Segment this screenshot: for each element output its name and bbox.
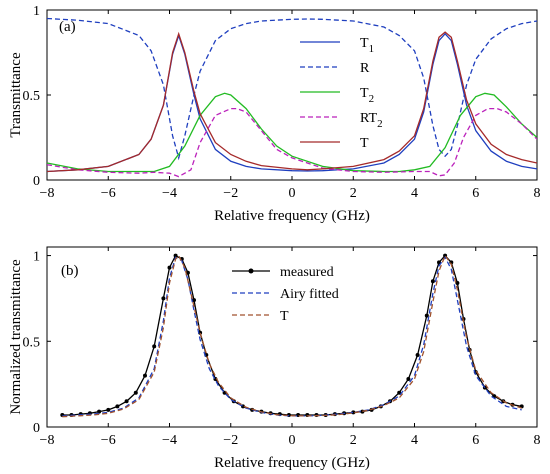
panel-b-y-tick-label: 0.5 — [23, 335, 41, 350]
panel-b-legend-label-measured: measured — [280, 265, 334, 280]
panel-b-y-ticks: 00.51 — [23, 250, 537, 436]
panel-a-series — [47, 17, 537, 178]
panel-b-measured-point — [115, 404, 120, 409]
panel-a-x-tick-label: −6 — [101, 186, 116, 201]
panel-b-measured-point — [133, 390, 138, 395]
panel-a-series-t1-line — [47, 32, 537, 173]
panel-b-measured-point — [415, 353, 420, 357]
panel-b-x-tick-label: −4 — [162, 433, 177, 448]
panel-a-y-tick-label: 0.5 — [23, 89, 41, 104]
panel-b-series-airy-fitted-line — [62, 256, 522, 417]
panel-a-legend-label-t2: T2 — [360, 86, 374, 105]
panel-a-y-tick-label: 0 — [33, 174, 40, 189]
panel-b-measured-point — [97, 409, 102, 414]
panel-a-x-tick-label: 0 — [289, 186, 296, 201]
panel-a-x-tick-label: −2 — [223, 186, 238, 201]
panel-a-y-axis-label: Transmittance — [8, 52, 24, 138]
panel-a-x-tick-label: 8 — [534, 186, 541, 201]
panel-b-x-tick-label: 6 — [472, 433, 479, 448]
panel-b-measured-point — [167, 265, 172, 270]
panel-a: −8 −6 −4 −2 0 2 4 6 8 00.51 (a) Relative frequen… — [8, 4, 541, 224]
panel-b-x-tick-label: 4 — [411, 433, 418, 448]
panel-b-y-tick-label: 1 — [33, 250, 40, 265]
panel-b-x-tick-label: 2 — [350, 433, 357, 448]
panel-b-x-ticks: −8 −6 −4 −2 0 2 4 6 8 — [40, 247, 541, 448]
panel-a-x-tick-label: 6 — [472, 186, 479, 201]
panel-a-legend-label-r: R — [360, 61, 370, 76]
panel-a-label: (a) — [59, 19, 76, 35]
panel-b-measured-point — [455, 281, 460, 285]
panel-b-measured-point — [351, 410, 356, 415]
panel-b-series — [60, 253, 524, 418]
panel-a-series-t2-line — [47, 92, 537, 173]
panel-b-measured-point — [406, 377, 411, 381]
panel-a-y-ticks: 00.51 — [23, 4, 537, 189]
panel-a-x-tick-label: −8 — [40, 186, 55, 201]
panel-a-series-t-line — [47, 31, 537, 173]
panel-a-series-rt2-line — [47, 107, 537, 178]
panel-b-measured-point — [424, 313, 429, 318]
panel-a-frame — [46, 9, 538, 181]
panel-a-x-axis-label: Relative frequency (GHz) — [214, 208, 370, 224]
panel-b-measured-point — [192, 298, 196, 303]
panel-b-x-tick-label: 8 — [534, 433, 541, 448]
panel-b-measured-point — [173, 253, 178, 258]
panel-b-x-tick-label: 0 — [289, 433, 296, 448]
panel-b-legend-marker — [248, 268, 254, 274]
panel-b-legend-label-airy-fitted: Airy fitted — [280, 287, 339, 302]
panel-b-series-t-line — [62, 254, 522, 418]
panel-b-label: (b) — [61, 263, 79, 279]
panel-b-legend-label-t: T — [280, 309, 289, 324]
panel-b-measured-point — [106, 407, 111, 412]
panel-b-x-tick-label: −6 — [101, 433, 116, 448]
panel-b-measured-point — [430, 279, 435, 284]
panel-a-legend-label-rt2: RT2 — [360, 111, 383, 130]
panel-b-x-tick-label: −2 — [223, 433, 238, 448]
panel-b-y-axis-label: Normalized transmittance — [8, 259, 24, 415]
panel-b-y-tick-label: 0 — [33, 421, 40, 436]
panel-b-x-axis-label: Relative frequency (GHz) — [214, 455, 370, 471]
panel-a-series-r-line — [47, 17, 537, 161]
panel-a-x-ticks: −8 −6 −4 −2 0 2 4 6 8 — [40, 10, 541, 201]
panel-b-measured-point — [152, 344, 157, 349]
panel-b-legend: measured Airy fitted T — [232, 265, 339, 324]
panel-b-x-tick-label: −8 — [40, 433, 55, 448]
panel-a-y-tick-label: 1 — [33, 4, 40, 19]
panel-a-x-tick-label: −4 — [162, 186, 177, 201]
panel-a-x-tick-label: 2 — [350, 186, 357, 201]
panel-a-legend-label-t1: T1 — [360, 36, 374, 55]
panel-a-legend-label-t: T — [360, 136, 369, 151]
panel-a-x-tick-label: 4 — [411, 186, 418, 201]
panel-b-measured-point — [124, 399, 129, 404]
panel-b-measured-point — [143, 373, 147, 378]
panel-b: −8 −6 −4 −2 0 2 4 6 8 00.51 (b) Relative frequen… — [8, 246, 541, 471]
panel-b-measured-point — [161, 296, 166, 301]
